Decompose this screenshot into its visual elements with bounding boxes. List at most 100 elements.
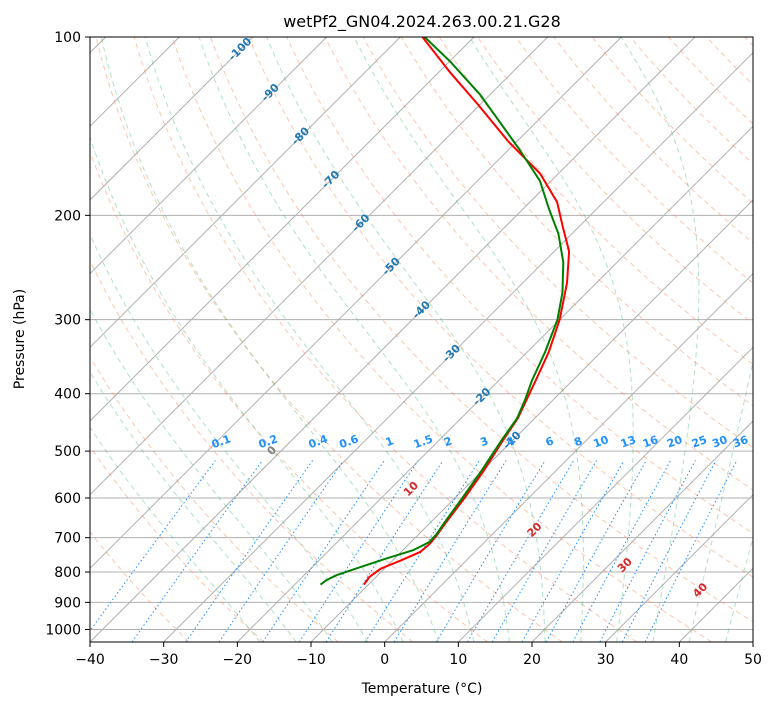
plot-clip-group: -100-90-80-70-60-50-40-30-20-100.1 0.2 0.4… — [90, 37, 753, 642]
mixing-ratio-line — [545, 460, 647, 642]
moist-adiabat — [688, 358, 753, 642]
y-tick-label: 300 — [54, 313, 81, 329]
mixing-ratio-label: 1 — [384, 434, 396, 449]
y-tick-label: 600 — [54, 491, 81, 507]
dry-adiabat — [248, 37, 753, 578]
isotherm-line — [90, 37, 549, 496]
y-tick-label: 400 — [54, 387, 81, 403]
moist-adiabat — [144, 37, 475, 642]
chart-title: wetPf2_GN04.2024.263.00.21.G28 — [283, 12, 561, 32]
axes: −40 −30 −20 −10 0 10 20 30 40 5010020030040050060… — [45, 30, 762, 668]
isotherm-line — [163, 51, 753, 642]
y-tick-label: 900 — [54, 595, 81, 611]
isotherm-line — [752, 641, 753, 642]
dry-adiabat — [210, 37, 753, 623]
isotherm-line — [605, 493, 753, 642]
mixing-ratio-label: 20 — [665, 433, 684, 451]
isotherm-label: -90 — [259, 81, 282, 104]
temperature-profile-line — [363, 37, 571, 586]
mixing-ratio-line — [131, 460, 263, 642]
dry-adiabat — [90, 531, 190, 642]
dry-adiabat — [591, 37, 753, 204]
mixing-ratio-line — [599, 460, 696, 642]
x-tick-label: 50 — [744, 652, 762, 668]
y-axis-label: Pressure (hPa) — [12, 289, 28, 389]
dry-adiabat — [90, 356, 339, 642]
y-tick-label: 200 — [54, 208, 81, 224]
y-tick-label: 700 — [54, 531, 81, 547]
dry-adiabat — [439, 37, 753, 366]
mixing-ratio-line — [185, 460, 314, 642]
mixing-ratio-label: 3 — [478, 434, 490, 449]
x-tick-label: −20 — [223, 652, 253, 668]
mixing-ratio-line — [435, 460, 546, 642]
x-tick-label: −30 — [149, 652, 179, 668]
mixing-ratio-label: 36 — [731, 433, 750, 451]
x-tick-label: −10 — [296, 652, 326, 668]
mixing-ratio-label: 4 — [505, 434, 517, 449]
moist-adiabat — [353, 37, 584, 642]
y-tick-label: 1000 — [45, 622, 81, 638]
isotherm-line — [310, 199, 753, 642]
mixing-ratio-label: 0.1 — [210, 432, 233, 451]
mixing-ratio-label: 8 — [572, 434, 584, 449]
isotherm-line — [531, 420, 753, 642]
x-tick-label: 40 — [670, 652, 688, 668]
moist-adiabat — [725, 536, 753, 642]
moist-adiabat — [100, 37, 439, 642]
plot-area: -100-90-80-70-60-50-40-30-20-100.1 0.2 0.4… — [90, 37, 753, 642]
moist-adiabat-label: 20 — [525, 520, 545, 540]
isotherm-line — [90, 37, 328, 275]
moist-adiabat — [620, 37, 700, 642]
mixing-ratio-line — [218, 460, 344, 642]
mixing-ratio-line — [262, 460, 385, 642]
x-tick-label: −40 — [75, 652, 105, 668]
x-tick-label: 10 — [449, 652, 467, 668]
dry-adiabat — [668, 37, 753, 125]
y-tick-label: 500 — [54, 444, 81, 460]
dry-adiabat — [553, 37, 753, 244]
isotherm-line — [384, 272, 753, 642]
mixing-ratio-line — [90, 460, 216, 632]
dry-adiabat — [133, 37, 638, 642]
moist-adiabat — [469, 37, 634, 642]
mixing-ratio-label: 30 — [710, 433, 729, 451]
mixing-ratio-label: 0.2 — [257, 432, 280, 451]
mixing-ratio-line — [521, 460, 625, 642]
moist-adiabat — [90, 308, 333, 642]
isotherm-line — [90, 37, 622, 570]
dry-adiabat — [90, 445, 264, 642]
dry-adiabat — [477, 37, 753, 325]
moist-adiabat — [90, 370, 297, 642]
isotherm-line — [678, 567, 753, 642]
isotherm-line — [457, 346, 753, 642]
moist-adiabat — [90, 135, 404, 642]
dry-adiabat — [515, 37, 753, 284]
mixing-ratio-label: 0.6 — [338, 432, 361, 451]
plot-frame — [89, 36, 754, 643]
dry-adiabat — [400, 37, 753, 407]
dry-adiabat — [706, 37, 753, 86]
dry-adiabat — [90, 259, 414, 642]
moist-adiabat — [90, 426, 261, 642]
moist-adiabat — [90, 233, 369, 642]
mixing-ratio-label: 2 — [442, 434, 454, 449]
moist-adiabat — [266, 37, 546, 642]
mixing-ratio-line — [491, 460, 598, 642]
mixing-ratio-label: 1.5 — [412, 432, 435, 451]
dewpoint-profile-line — [319, 37, 565, 586]
x-axis-label: Temperature (°C) — [361, 681, 483, 697]
isotherm-line — [90, 37, 475, 422]
isotherm-line — [90, 37, 401, 349]
mixing-ratio-label: 6 — [544, 434, 556, 449]
mixing-ratio-line — [467, 460, 575, 642]
isotherm-line — [90, 37, 254, 201]
dry-adiabat — [362, 37, 753, 449]
mixing-ratio-label: 25 — [690, 433, 709, 450]
x-tick-label: 0 — [380, 652, 389, 668]
dry-adiabat — [286, 37, 753, 534]
y-tick-label: 800 — [54, 565, 81, 581]
moist-adiabat-label: 10 — [401, 479, 421, 499]
mixing-ratio-label: 0.4 — [307, 432, 330, 451]
y-tick-label: 100 — [54, 30, 81, 46]
